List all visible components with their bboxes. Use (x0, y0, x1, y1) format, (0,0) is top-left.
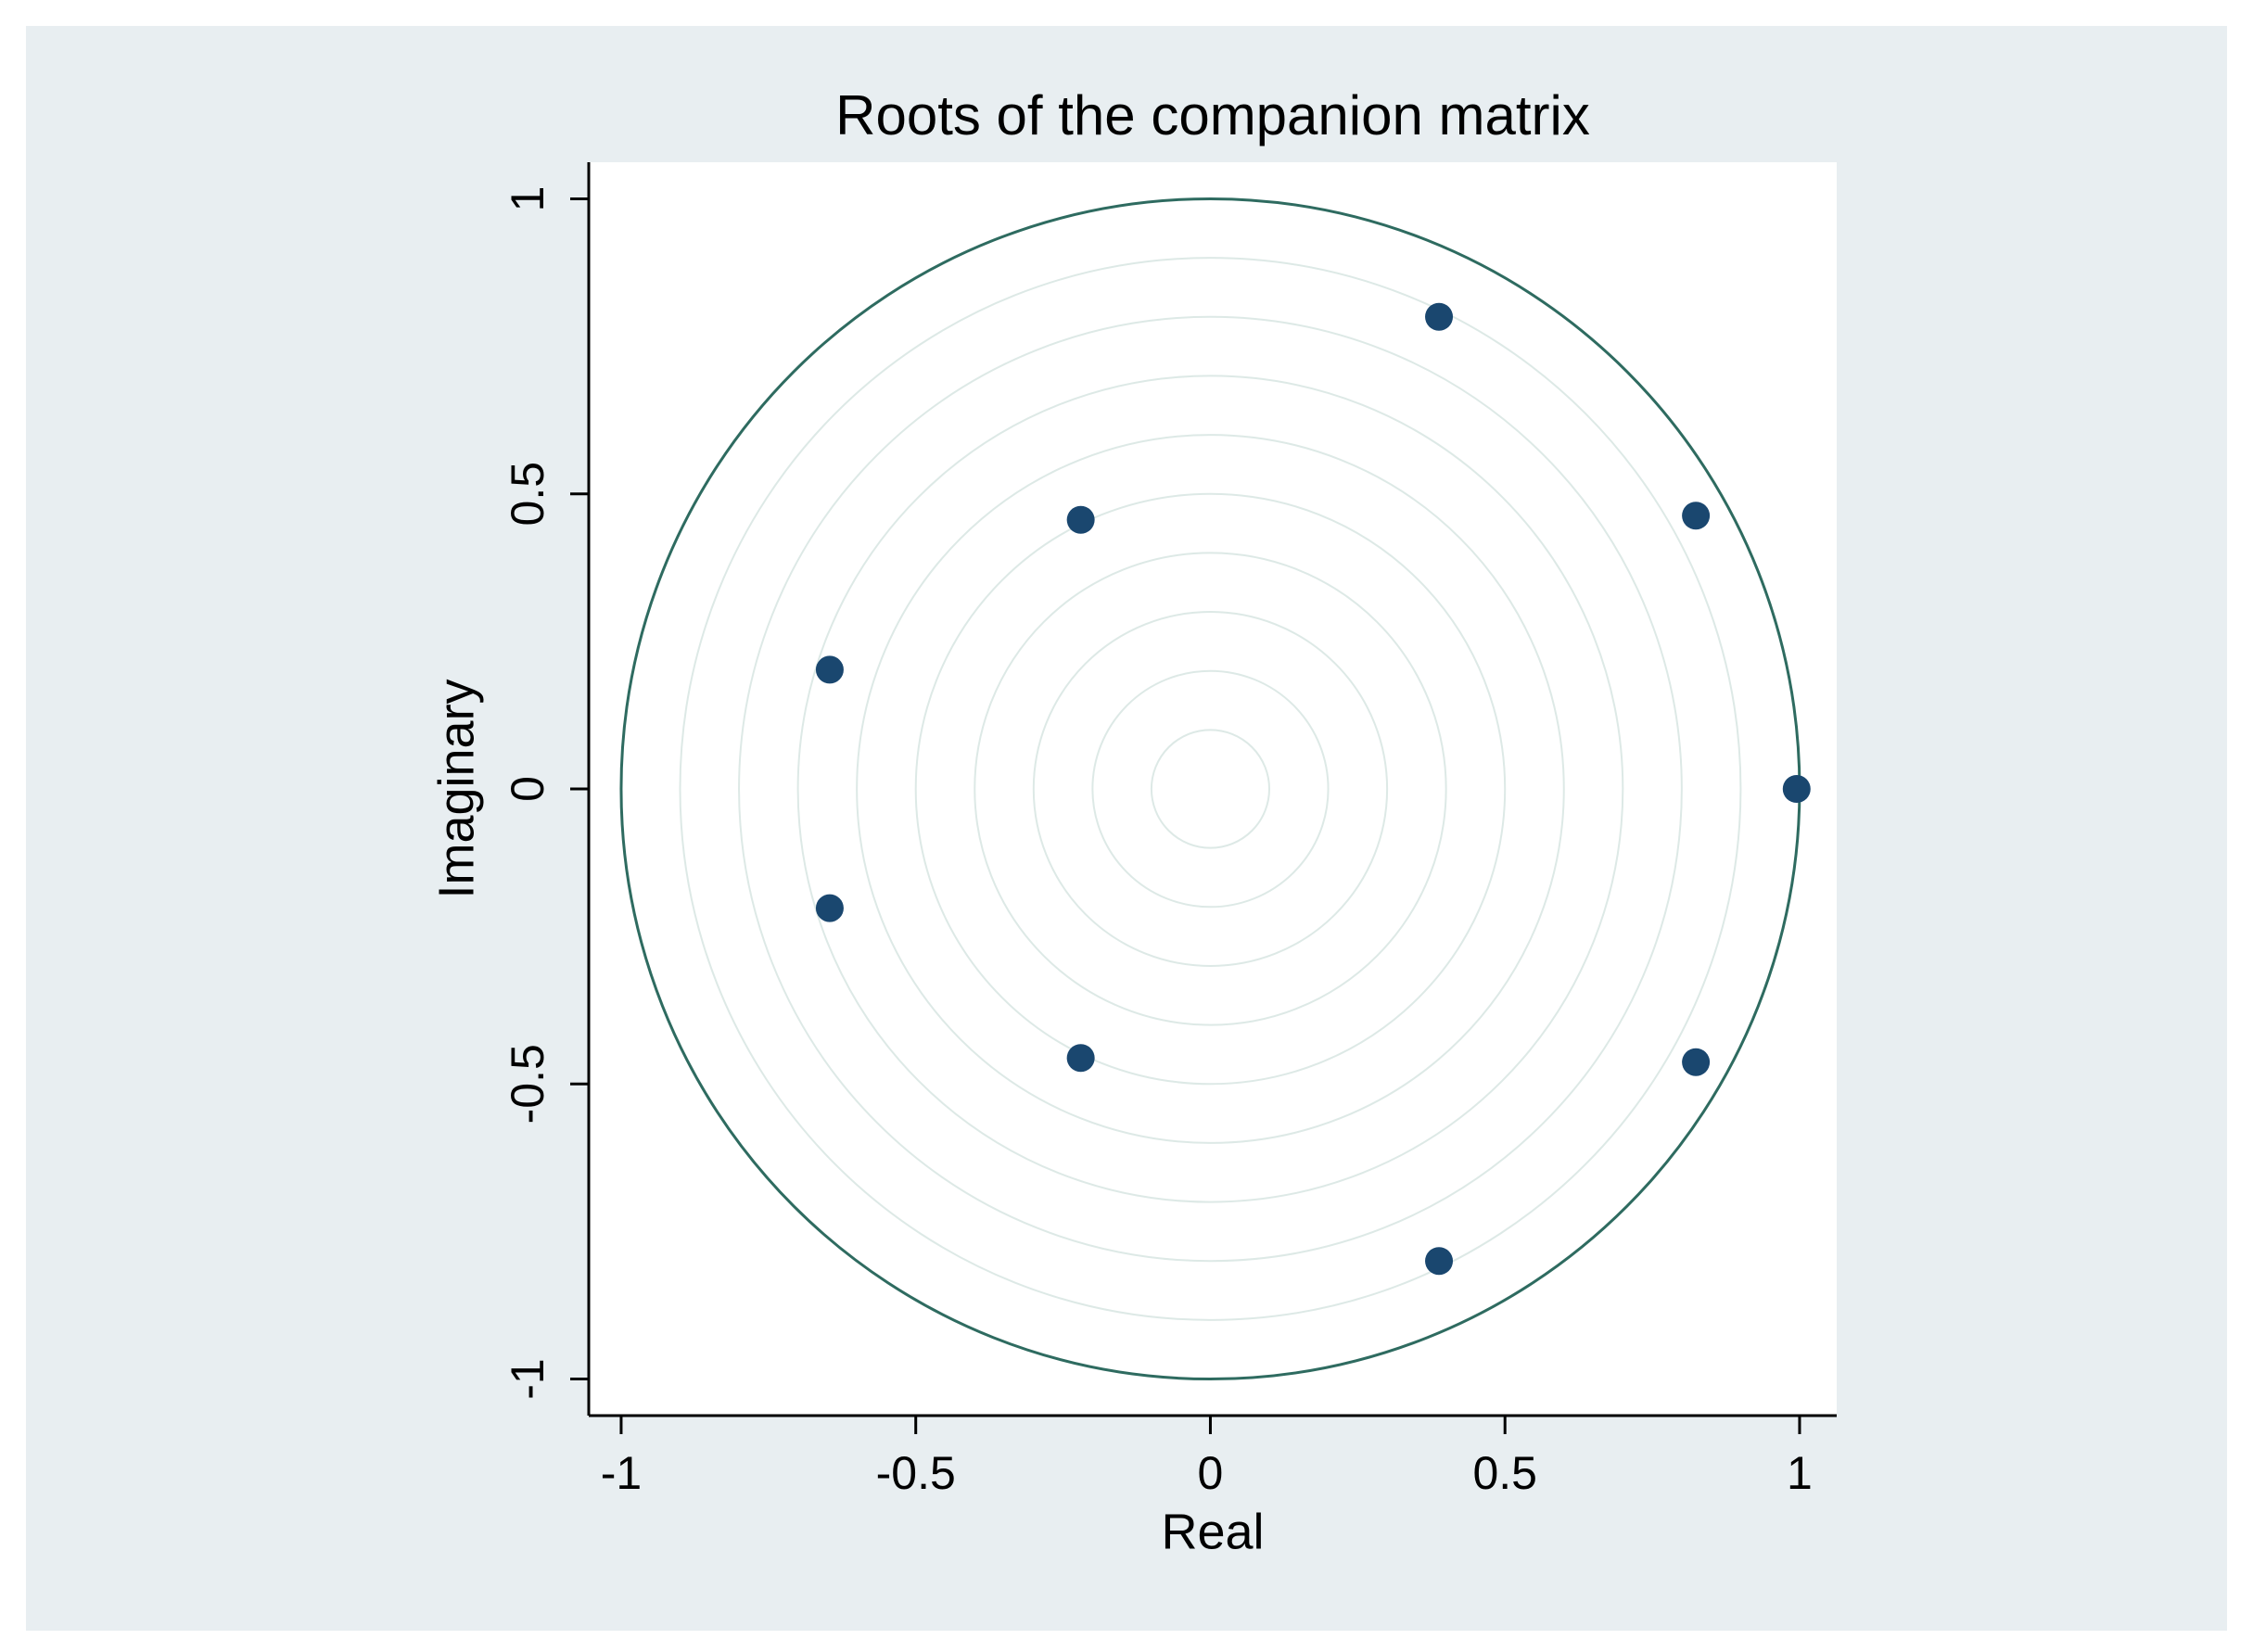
reference-ring (914, 492, 1507, 1086)
reference-ring (796, 375, 1624, 1203)
point (1066, 505, 1095, 534)
point (1782, 775, 1811, 803)
point (1066, 1044, 1095, 1073)
reference-ring (679, 257, 1742, 1321)
plot-area (589, 162, 1837, 1416)
x-tick-label: 1 (1787, 1447, 1813, 1499)
chart-title: Roots of the companion matrix (835, 84, 1590, 146)
y-tick-label: 1 (502, 186, 554, 212)
reference-ring (974, 552, 1447, 1026)
point (1682, 1048, 1711, 1076)
x-axis-label: Real (1161, 1504, 1264, 1559)
x-tick-label: -0.5 (876, 1447, 956, 1499)
point (1425, 302, 1454, 331)
y-tick-label: -0.5 (502, 1044, 554, 1124)
point (815, 655, 844, 684)
y-tick-label: -1 (502, 1358, 554, 1399)
x-tick-label: -1 (601, 1447, 642, 1499)
y-axis-label: Imaginary (428, 679, 484, 898)
x-tick-label: 0 (1198, 1447, 1224, 1499)
reference-ring (1150, 729, 1271, 849)
point (815, 894, 844, 922)
x-tick-label: 0.5 (1472, 1447, 1537, 1499)
reference-ring (856, 434, 1565, 1144)
y-tick-label: 0.5 (502, 462, 554, 527)
point (1682, 502, 1711, 530)
point (1425, 1247, 1454, 1276)
reference-ring (738, 315, 1683, 1263)
reference-ring (1032, 611, 1389, 967)
reference-ring (1091, 669, 1330, 909)
y-tick-label: 0 (502, 776, 554, 802)
